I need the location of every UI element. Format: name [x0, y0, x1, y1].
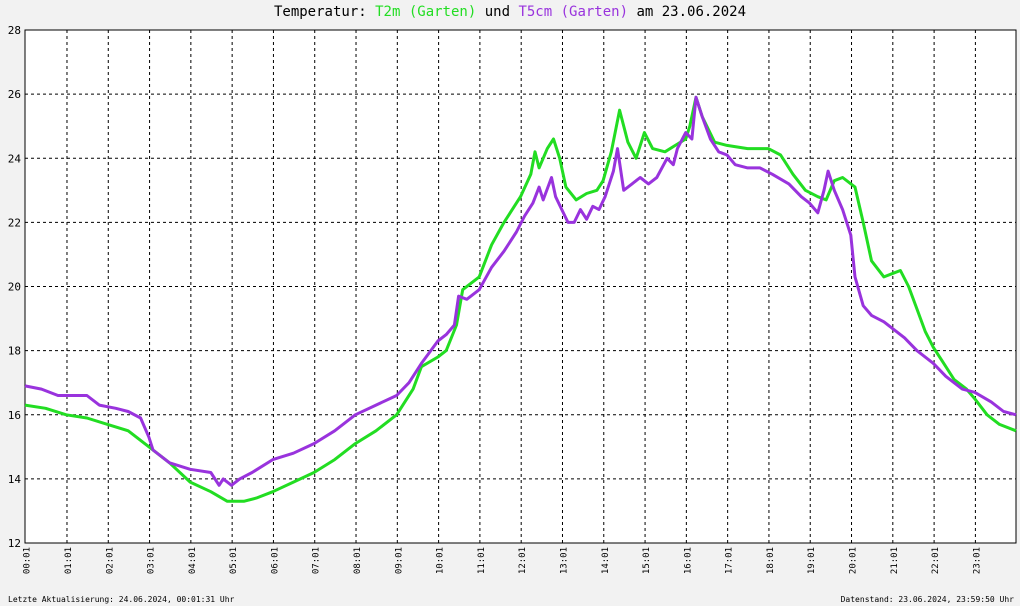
x-tick-label: 19:01 — [807, 547, 817, 574]
x-tick-label: 14:01 — [601, 547, 611, 574]
y-tick-label: 12 — [8, 537, 21, 550]
x-tick-label: 06:01 — [270, 547, 280, 574]
x-tick-label: 20:01 — [849, 547, 859, 574]
x-tick-label: 10:01 — [436, 547, 446, 574]
series-line-t5cm — [24, 95, 1017, 487]
x-tick-label: 16:01 — [683, 547, 693, 574]
y-tick-label: 26 — [8, 88, 21, 101]
x-tick-label: 17:01 — [725, 547, 735, 574]
x-tick-label: 02:01 — [105, 547, 115, 574]
x-tick-label: 11:01 — [477, 547, 487, 574]
y-tick-label: 24 — [8, 152, 22, 165]
x-tick-label: 18:01 — [766, 547, 776, 574]
series-layer — [24, 95, 1017, 503]
chart-title: Temperatur: T2m (Garten) und T5cm (Garte… — [0, 4, 1020, 20]
title-series-t2m: T2m (Garten) — [375, 4, 477, 20]
x-tick-label: 03:01 — [147, 547, 157, 574]
plot-area — [24, 29, 1017, 544]
footer-last-update: Letzte Aktualisierung: 24.06.2024, 00:01… — [8, 595, 235, 604]
y-tick-label: 28 — [8, 24, 21, 37]
x-tick-label: 05:01 — [229, 547, 239, 574]
title-suffix: am 23.06.2024 — [628, 4, 747, 20]
x-tick-label: 22:01 — [931, 547, 941, 574]
y-tick-label: 20 — [8, 281, 21, 294]
x-tick-label: 00:01 — [23, 547, 33, 574]
title-prefix: Temperatur: — [273, 4, 376, 20]
y-tick-label: 16 — [8, 409, 21, 422]
x-tick-label: 13:01 — [559, 547, 569, 574]
tick-label-layer: 12 14 16 18 20 22 24 26 28 00:01 01:01 02:01 03:01 04… — [8, 24, 983, 574]
x-tick-label: 09:01 — [394, 547, 404, 574]
footer-data-status: Datenstand: 23.06.2024, 23:59:50 Uhr — [840, 595, 1014, 604]
y-tick-label: 18 — [8, 345, 21, 358]
x-tick-label: 04:01 — [188, 547, 198, 574]
x-tick-label: 01:01 — [64, 547, 74, 574]
x-tick-label: 08:01 — [353, 547, 363, 574]
title-mid: und — [476, 4, 519, 20]
title-series-t5cm: T5cm (Garten) — [518, 4, 629, 20]
y-tick-label: 22 — [8, 216, 21, 229]
grid-layer — [25, 30, 1016, 543]
x-tick-label: 12:01 — [518, 547, 528, 574]
x-tick-label: 23:01 — [972, 547, 982, 574]
x-tick-label: 07:01 — [312, 547, 322, 574]
y-tick-label: 14 — [8, 473, 22, 486]
x-tick-label: 15:01 — [642, 547, 652, 574]
x-tick-label: 21:01 — [890, 547, 900, 574]
series-line-t2m — [24, 95, 1017, 503]
